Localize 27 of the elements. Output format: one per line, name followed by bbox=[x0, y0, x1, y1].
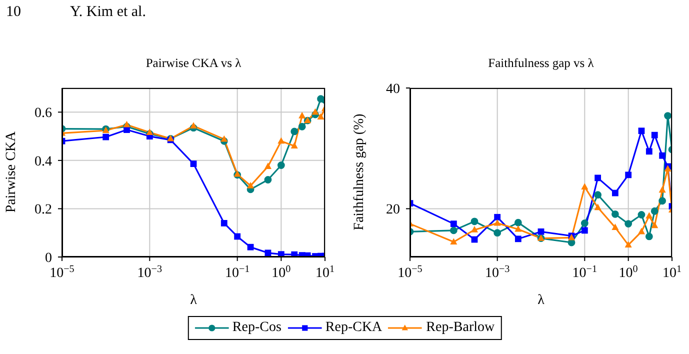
x-tick-label: 10$^{0}$ bbox=[272, 264, 291, 281]
y-tick-label: 40 bbox=[386, 82, 400, 97]
x-axis-title: λ bbox=[189, 293, 198, 309]
chart-title: Pairwise CKA vs λ bbox=[144, 56, 242, 71]
y-tick-label: 0.2 bbox=[34, 202, 52, 218]
y-axis-title: Pairwise CKA bbox=[4, 130, 20, 214]
x-tick-label: 10$^{0}$ bbox=[618, 264, 638, 281]
x-tick-label: 10$^{−5}$ bbox=[398, 264, 422, 281]
y-tick-label: 0.4 bbox=[34, 154, 52, 170]
y-axis-title: Faithfulness gap (%) bbox=[352, 112, 368, 232]
text: Y. Kim et al. bbox=[70, 4, 146, 21]
chart-title: Faithfulness gap vs λ bbox=[487, 56, 595, 71]
legend-label: Rep-Barlow bbox=[426, 320, 495, 336]
x-axis-title: λ bbox=[536, 293, 546, 309]
y-tick-label: 0.6 bbox=[34, 106, 52, 122]
x-tick-label: 10$^{−1}$ bbox=[224, 264, 250, 281]
legend-label: Rep-Cos bbox=[232, 320, 282, 336]
x-tick-label: 10$^{−3}$ bbox=[137, 264, 162, 281]
y-tick-label: 0 bbox=[45, 251, 52, 266]
text: 10 bbox=[6, 4, 21, 21]
y-tick-label: 20 bbox=[386, 202, 400, 218]
x-tick-label: 10$^{1}$ bbox=[315, 264, 335, 281]
x-tick-label: 10$^{−3}$ bbox=[484, 264, 510, 281]
x-tick-label: 10$^{1}$ bbox=[662, 264, 682, 281]
legend-label: Rep-CKA bbox=[325, 320, 382, 336]
x-tick-label: 10$^{−5}$ bbox=[50, 264, 74, 281]
x-tick-label: 10$^{−1}$ bbox=[572, 264, 598, 281]
